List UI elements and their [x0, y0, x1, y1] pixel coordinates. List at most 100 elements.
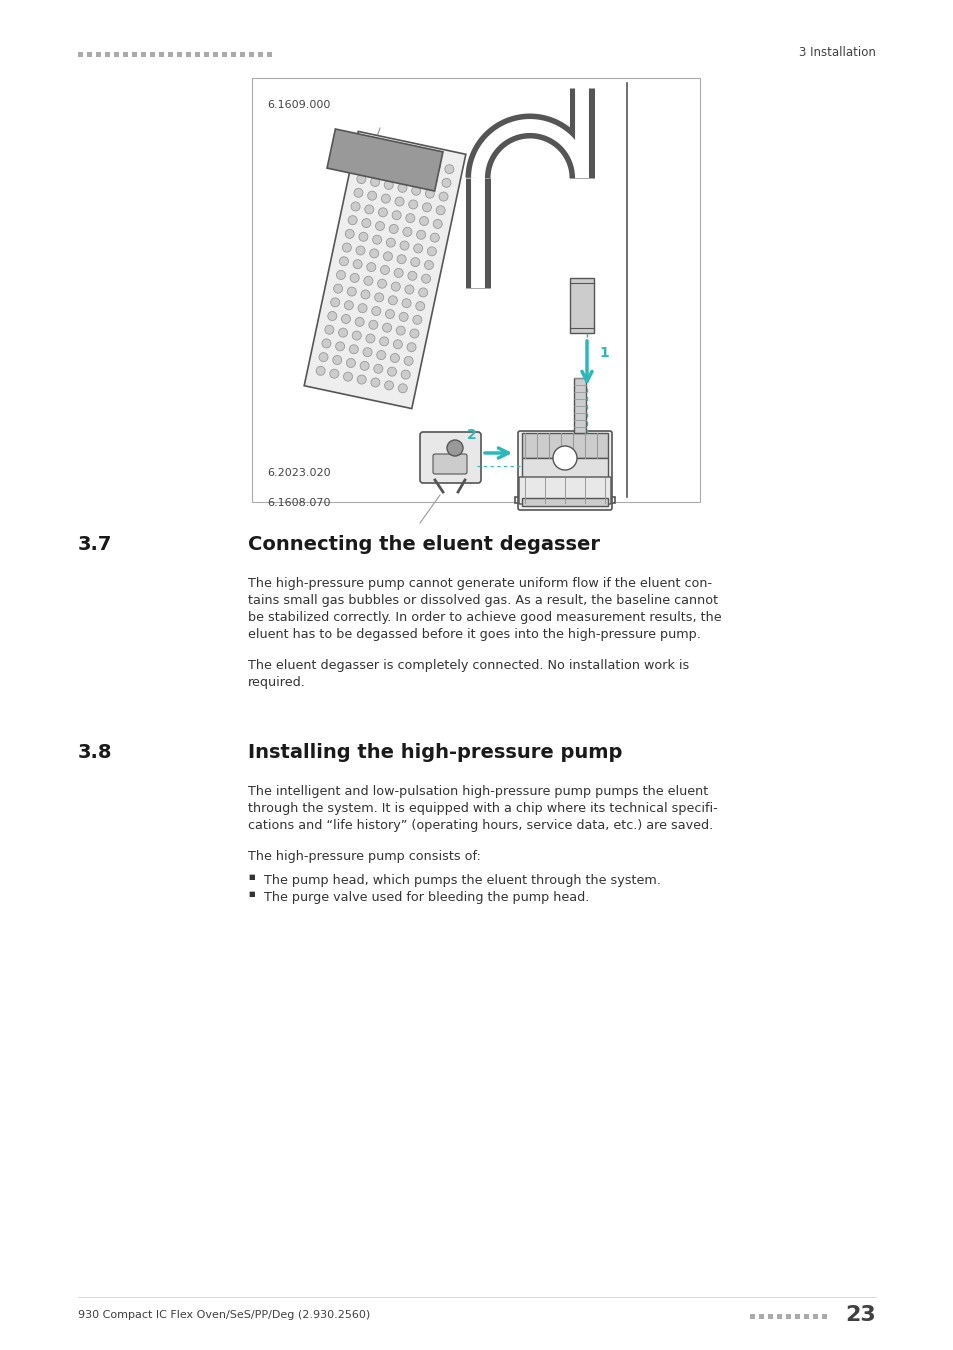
- Circle shape: [360, 290, 370, 298]
- Bar: [794, 1314, 800, 1319]
- Circle shape: [371, 378, 379, 387]
- FancyBboxPatch shape: [419, 432, 480, 483]
- Text: The intelligent and low-pulsation high-pressure pump pumps the eluent: The intelligent and low-pulsation high-p…: [248, 784, 707, 798]
- Circle shape: [387, 367, 396, 377]
- Bar: [759, 1314, 763, 1319]
- Bar: [803, 1314, 808, 1319]
- Circle shape: [405, 213, 415, 223]
- Circle shape: [334, 284, 342, 293]
- Circle shape: [412, 186, 420, 196]
- Circle shape: [408, 271, 416, 281]
- Circle shape: [358, 232, 368, 242]
- Bar: [204, 53, 209, 57]
- Text: tains small gas bubbles or dissolved gas. As a result, the baseline cannot: tains small gas bubbles or dissolved gas…: [248, 594, 718, 608]
- Bar: [821, 1314, 826, 1319]
- Text: Installing the high-pressure pump: Installing the high-pressure pump: [248, 743, 621, 761]
- Bar: [168, 53, 172, 57]
- Circle shape: [392, 211, 400, 220]
- Circle shape: [403, 157, 413, 165]
- Bar: [776, 1314, 781, 1319]
- Circle shape: [375, 293, 383, 302]
- Bar: [249, 53, 253, 57]
- Text: 930 Compact IC Flex Oven/SeS/PP/Deg (2.930.2560): 930 Compact IC Flex Oven/SeS/PP/Deg (2.9…: [78, 1310, 370, 1320]
- Text: 1: 1: [598, 346, 608, 360]
- Text: eluent has to be degassed before it goes into the high-pressure pump.: eluent has to be degassed before it goes…: [248, 628, 700, 641]
- Bar: [87, 53, 91, 57]
- Circle shape: [401, 298, 411, 308]
- Circle shape: [400, 170, 410, 178]
- Circle shape: [315, 366, 325, 375]
- Bar: [159, 53, 164, 57]
- Circle shape: [369, 320, 377, 329]
- Bar: [767, 1314, 772, 1319]
- Polygon shape: [327, 130, 442, 190]
- Text: 3.7: 3.7: [78, 535, 112, 554]
- Circle shape: [408, 200, 417, 209]
- Circle shape: [348, 216, 356, 224]
- Circle shape: [355, 246, 365, 255]
- Circle shape: [444, 165, 454, 174]
- Circle shape: [422, 202, 431, 212]
- Circle shape: [341, 315, 350, 324]
- Circle shape: [342, 243, 351, 252]
- Text: The high-pressure pump cannot generate uniform flow if the eluent con-: The high-pressure pump cannot generate u…: [248, 576, 711, 590]
- Bar: [150, 53, 154, 57]
- Circle shape: [419, 216, 428, 225]
- Bar: [113, 53, 119, 57]
- Circle shape: [385, 309, 394, 319]
- Circle shape: [381, 194, 390, 202]
- Circle shape: [398, 312, 408, 321]
- Circle shape: [405, 285, 414, 294]
- Circle shape: [383, 252, 392, 261]
- Circle shape: [361, 219, 371, 228]
- Circle shape: [415, 173, 423, 181]
- FancyBboxPatch shape: [518, 477, 610, 504]
- Circle shape: [328, 312, 336, 320]
- Text: Connecting the eluent degasser: Connecting the eluent degasser: [248, 535, 599, 554]
- Bar: [96, 53, 101, 57]
- Bar: [222, 53, 227, 57]
- Text: ■: ■: [248, 891, 254, 896]
- Circle shape: [398, 383, 407, 393]
- Bar: [177, 53, 182, 57]
- Bar: [213, 53, 218, 57]
- Bar: [521, 458, 607, 478]
- Circle shape: [436, 205, 445, 215]
- Text: required.: required.: [248, 676, 306, 688]
- Text: cations and “life history” (operating hours, service data, etc.) are saved.: cations and “life history” (operating ho…: [248, 819, 713, 832]
- Bar: [749, 1314, 754, 1319]
- Circle shape: [386, 238, 395, 247]
- Bar: [574, 378, 585, 433]
- Circle shape: [397, 184, 407, 192]
- Text: The eluent degasser is completely connected. No installation work is: The eluent degasser is completely connec…: [248, 659, 688, 672]
- Circle shape: [553, 446, 577, 470]
- Circle shape: [366, 333, 375, 343]
- Circle shape: [336, 270, 345, 279]
- Text: 6.2023.020: 6.2023.020: [267, 468, 331, 478]
- Text: 2: 2: [467, 428, 476, 441]
- Circle shape: [363, 348, 372, 356]
- Bar: [785, 1314, 790, 1319]
- Text: ■: ■: [248, 873, 254, 880]
- Circle shape: [380, 266, 389, 274]
- Circle shape: [424, 261, 433, 270]
- Circle shape: [318, 352, 328, 362]
- Circle shape: [351, 202, 359, 211]
- Bar: [267, 53, 272, 57]
- Circle shape: [359, 161, 369, 170]
- Circle shape: [379, 338, 388, 346]
- Bar: [257, 53, 263, 57]
- Bar: [186, 53, 191, 57]
- Circle shape: [384, 381, 394, 390]
- Circle shape: [416, 301, 424, 310]
- Circle shape: [382, 323, 391, 332]
- Circle shape: [352, 331, 361, 340]
- Circle shape: [407, 343, 416, 352]
- Circle shape: [373, 163, 382, 173]
- Circle shape: [413, 316, 421, 324]
- Circle shape: [387, 167, 395, 176]
- Text: be stabilized correctly. In order to achieve good measurement results, the: be stabilized correctly. In order to ach…: [248, 612, 720, 624]
- Text: 6.1609.000: 6.1609.000: [267, 100, 330, 109]
- Text: 3 Installation: 3 Installation: [799, 46, 875, 58]
- Circle shape: [363, 277, 373, 285]
